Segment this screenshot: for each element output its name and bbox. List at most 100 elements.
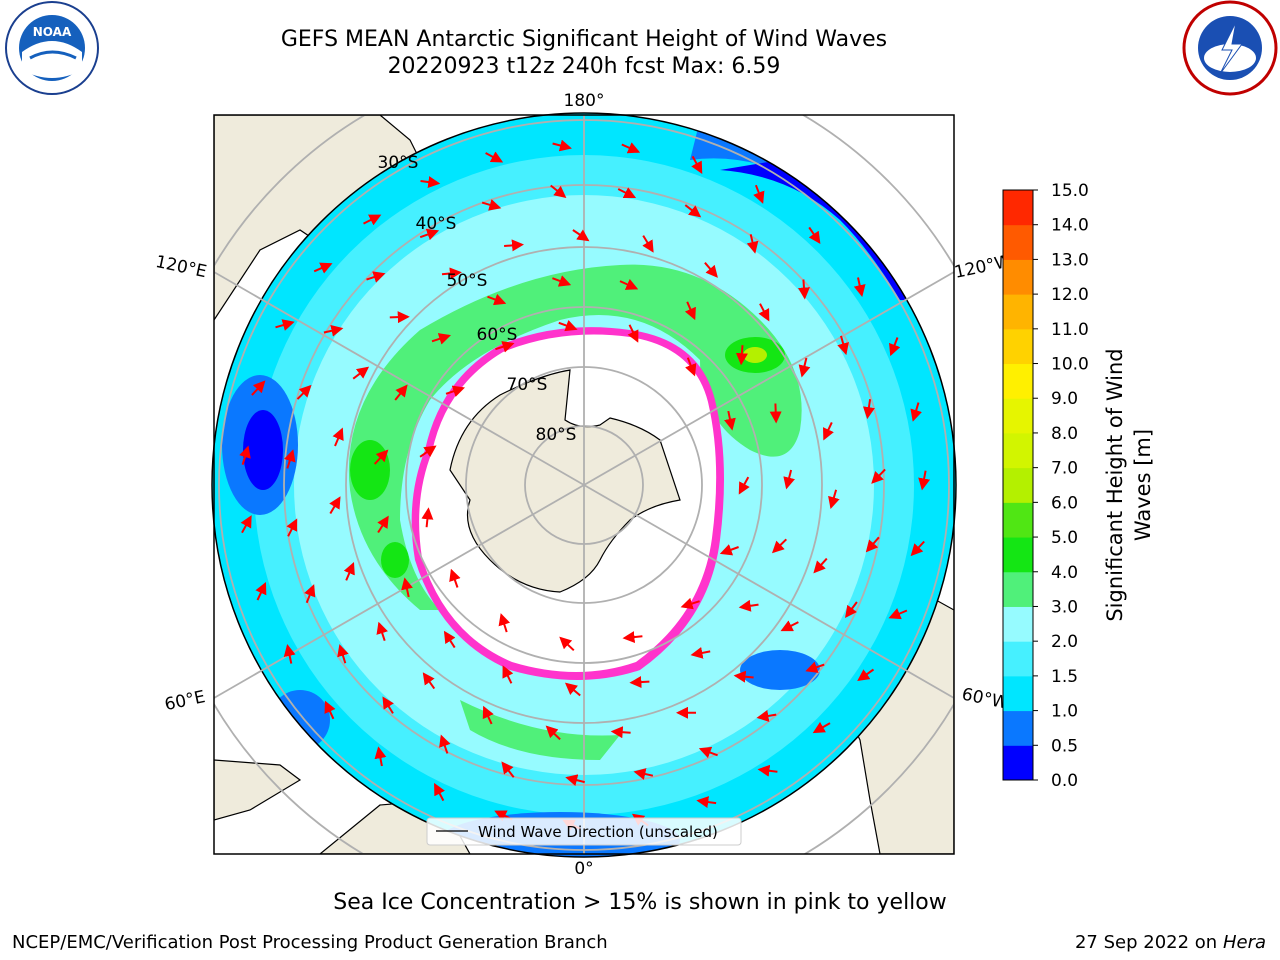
wave-direction-arrow bbox=[680, 597, 700, 610]
wave-direction-arrow bbox=[431, 333, 452, 345]
colorbar-tick-label: 15.0 bbox=[1051, 181, 1089, 201]
wave-direction-arrow bbox=[684, 301, 696, 321]
wave-direction-arrow bbox=[445, 385, 465, 397]
wave-direction-arrow bbox=[918, 470, 931, 491]
colorbar-segment bbox=[1003, 467, 1033, 503]
colorbar-tick-label: 0.5 bbox=[1051, 736, 1078, 756]
colorbar-tick-label: 8.0 bbox=[1051, 424, 1078, 444]
colorbar-tick-label: 9.0 bbox=[1051, 389, 1078, 409]
wave-direction-arrow bbox=[845, 601, 858, 619]
wave-direction-arrow bbox=[441, 267, 462, 280]
wave-direction-arrow bbox=[394, 384, 408, 401]
wave-direction-arrow bbox=[812, 721, 831, 734]
wave-direction-arrow bbox=[771, 538, 787, 554]
wave-direction-arrow bbox=[296, 384, 312, 400]
wave-direction-arrow bbox=[504, 239, 524, 252]
wave-direction-arrow bbox=[704, 262, 718, 278]
wave-direction-arrow bbox=[443, 630, 456, 649]
wave-direction-arrow bbox=[502, 665, 514, 684]
legend-label: Wind Wave Direction (unscaled) bbox=[478, 823, 718, 841]
wave-direction-arrow bbox=[690, 647, 711, 659]
wave-direction-arrow bbox=[434, 782, 445, 802]
lat-label-70s: 70°S bbox=[507, 375, 548, 395]
colorbar-label-line2: Waves [m] bbox=[1131, 429, 1155, 541]
wave-direction-arrow bbox=[481, 199, 502, 211]
wave-direction-arrow bbox=[572, 229, 590, 242]
wave-direction-arrow bbox=[419, 445, 437, 458]
lon-label-0: 0° bbox=[574, 859, 593, 879]
colorbar-tick-label: 7.0 bbox=[1051, 459, 1078, 479]
colorbar-segment bbox=[1003, 294, 1033, 330]
wave-direction-arrow bbox=[304, 584, 316, 604]
colorbar-tick-label: 12.0 bbox=[1051, 285, 1089, 305]
colorbar-segment bbox=[1003, 190, 1033, 226]
colorbar-tick-label: 10.0 bbox=[1051, 355, 1089, 375]
colorbar-segment bbox=[1003, 675, 1033, 712]
wave-direction-arrow bbox=[719, 544, 739, 556]
wave-direction-arrow bbox=[485, 151, 504, 163]
wave-direction-arrow bbox=[769, 403, 782, 424]
wave-direction-arrow bbox=[352, 366, 370, 380]
antarctica-landmass bbox=[449, 369, 681, 593]
colorbar-tick-label: 11.0 bbox=[1051, 320, 1089, 340]
colorbar-tick-label: 5.0 bbox=[1051, 528, 1078, 548]
wave-direction-arrow bbox=[373, 449, 389, 465]
wave-direction-arrow bbox=[805, 661, 825, 673]
wave-direction-arrow bbox=[284, 449, 296, 469]
wave-direction-arrow bbox=[495, 341, 515, 353]
lon-label-60e: 60°E bbox=[163, 687, 207, 715]
colorbar-tick-label: 14.0 bbox=[1051, 216, 1089, 236]
wave-direction-arrow bbox=[738, 599, 759, 612]
wave-direction-arrow bbox=[888, 608, 908, 620]
wave-direction-arrow bbox=[283, 644, 296, 664]
wave-direction-arrow bbox=[343, 562, 355, 581]
wave-direction-arrow bbox=[619, 278, 639, 290]
map-legend: Wind Wave Direction (unscaled) bbox=[426, 817, 742, 846]
wave-direction-arrow bbox=[501, 761, 515, 778]
wave-direction-arrow bbox=[753, 184, 765, 204]
colorbar-label-line1: Significant Height of Wind bbox=[1103, 348, 1127, 621]
wave-direction-arrow bbox=[377, 515, 389, 534]
lat-label-50s: 50°S bbox=[447, 271, 488, 291]
colorbar-segment bbox=[1003, 606, 1033, 642]
colorbar-segment bbox=[1003, 224, 1033, 260]
colorbar-tick-label: 4.0 bbox=[1051, 563, 1078, 583]
footer-credit: NCEP/EMC/Verification Post Processing Pr… bbox=[12, 932, 608, 953]
colorbar-segment bbox=[1003, 571, 1033, 607]
footer-date-text: 27 Sep 2022 on bbox=[1074, 932, 1218, 953]
wave-direction-arrow bbox=[910, 540, 925, 557]
wave-direction-arrow bbox=[420, 176, 441, 189]
wind-wave-arrows bbox=[239, 139, 931, 831]
wave-direction-arrow bbox=[691, 155, 703, 174]
wave-direction-arrow bbox=[324, 700, 336, 720]
lat-label-80s: 80°S bbox=[536, 425, 577, 445]
wave-direction-arrow bbox=[853, 277, 866, 298]
lat-label-40s: 40°S bbox=[416, 214, 457, 234]
lat-label-30s: 30°S bbox=[378, 153, 419, 173]
footer-date: 27 Sep 2022 on Hera bbox=[1075, 932, 1266, 953]
colorbar-tick-label: 1.0 bbox=[1051, 702, 1078, 722]
colorbar-segment bbox=[1003, 745, 1033, 781]
wave-direction-arrow bbox=[366, 271, 386, 283]
wave-direction-arrow bbox=[419, 228, 440, 241]
lon-label-180: 180° bbox=[564, 91, 605, 111]
colorbar-tick-label: 3.0 bbox=[1051, 597, 1078, 617]
wave-direction-arrow bbox=[239, 445, 251, 465]
noaa-logo-text: NOAA bbox=[33, 25, 72, 39]
wave-direction-arrow bbox=[698, 746, 718, 759]
wave-direction-arrow bbox=[559, 636, 575, 652]
wave-direction-arrow bbox=[684, 204, 702, 218]
colorbar: 0.0 0.5 1.0 1.5 2.0 3.0 4.0 5.0 6.0 7.0 8.0 9.0 10.0… bbox=[1002, 181, 1089, 791]
wave-direction-arrow bbox=[746, 234, 759, 254]
wave-direction-arrow bbox=[633, 768, 654, 780]
wave-direction-arrow bbox=[808, 226, 821, 244]
chart-title: GEFS MEAN Antarctic Significant Height o… bbox=[280, 27, 888, 52]
wave-direction-arrow bbox=[857, 668, 875, 682]
wave-direction-arrow bbox=[329, 496, 341, 515]
nws-logo bbox=[1182, 0, 1278, 96]
wave-direction-arrow bbox=[421, 507, 434, 528]
wave-direction-arrow bbox=[558, 319, 578, 332]
wave-direction-arrow bbox=[642, 235, 654, 253]
wave-direction-arrow bbox=[871, 468, 886, 484]
